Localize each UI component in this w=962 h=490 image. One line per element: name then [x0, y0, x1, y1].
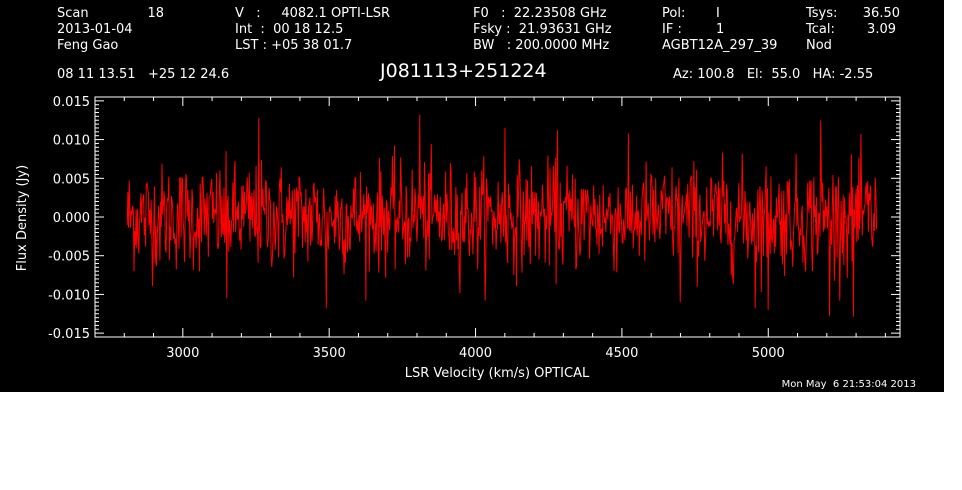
- bandwidth: BW : 200.0000 MHz: [473, 38, 610, 53]
- source-name: J081113+251224: [380, 60, 547, 82]
- y-tick-label: -0.015: [48, 327, 90, 342]
- tcal-value: 3.09: [867, 22, 896, 37]
- ticks-group: 3000 3500 4000 4500 5000 -0.015 -0.010 -0.005 0.…: [48, 95, 900, 361]
- tcal-label: Tcal:: [806, 22, 835, 37]
- y-tick-label: 0.000: [53, 211, 90, 226]
- scan-number: 18: [147, 6, 164, 21]
- observer-name: Feng Gao: [57, 38, 119, 53]
- spectrum-chart: 3000 3500 4000 4500 5000 -0.015 -0.010 -0.005 0.…: [15, 95, 901, 381]
- pointing-info: Az: 100.8 El: 55.0 HA: -2.55: [673, 67, 874, 82]
- tsys-value: 36.50: [862, 6, 900, 21]
- observation-date: 2013-01-04: [57, 22, 133, 37]
- y-axis-label: Flux Density (Jy): [15, 165, 30, 271]
- x-tick-label: 3000: [166, 346, 199, 361]
- velocity-info: V : 4082.1 OPTI-LSR: [235, 6, 391, 21]
- lst-info: LST : +05 38 01.7: [235, 38, 353, 53]
- y-tick-label: 0.005: [53, 172, 90, 187]
- spectrum-trace: [126, 114, 878, 317]
- x-tick-label: 5000: [752, 346, 785, 361]
- pol-value: I: [716, 6, 720, 21]
- procedure-name: Nod: [806, 38, 832, 53]
- source-coordinates: 08 11 13.51 +25 12 24.6: [57, 67, 230, 82]
- sky-frequency: Fsky : 21.93631 GHz: [473, 22, 612, 37]
- x-tick-label: 4500: [605, 346, 638, 361]
- y-tick-label: -0.010: [48, 288, 90, 303]
- x-tick-label: 3500: [313, 346, 346, 361]
- scan-label: Scan: [57, 6, 89, 21]
- if-value: 1: [716, 22, 725, 37]
- rest-frequency: F0 : 22.23508 GHz: [473, 6, 607, 21]
- if-label: IF :: [662, 22, 682, 37]
- x-axis-label: LSR Velocity (km/s) OPTICAL: [405, 366, 590, 381]
- integration-time: Int : 00 18 12.5: [235, 22, 344, 37]
- pol-label: Pol:: [662, 6, 686, 21]
- tsys-label: Tsys:: [806, 6, 838, 21]
- timestamp: Mon May 6 21:53:04 2013: [781, 379, 916, 390]
- y-tick-label: -0.005: [48, 250, 90, 265]
- series-group: [126, 114, 878, 317]
- y-tick-label: 0.010: [53, 134, 90, 149]
- project-id: AGBT12A_297_39: [662, 38, 778, 53]
- y-tick-label: 0.015: [53, 95, 90, 110]
- x-tick-label: 4000: [459, 346, 492, 361]
